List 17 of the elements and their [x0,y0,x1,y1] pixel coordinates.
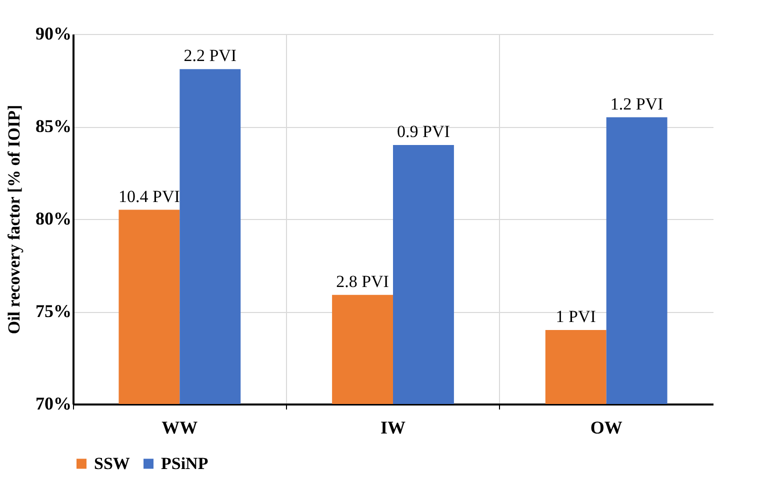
y-axis-title: Oil recovery factor [% of IOIP] [4,104,24,334]
x-tick-label: OW [590,418,622,438]
y-tick-label: 80% [36,208,72,228]
annotation: 0.9 PVI [397,122,450,141]
legend-label: SSW [94,454,130,473]
annotation: 2.8 PVI [336,272,390,291]
legend-label: PSiNP [161,454,208,473]
y-tick-label: 85% [36,116,72,136]
annotation: 1.2 PVI [610,94,664,114]
annotation: 2.2 PVI [184,46,237,66]
y-tick-label: 90% [36,24,72,44]
annotation: 1 PVI [556,307,596,326]
y-tick-label: 70% [36,394,72,414]
annotation: 10.4 PVI [118,186,180,206]
x-tick-label: WW [162,418,198,438]
y-tick-label: 75% [36,301,72,321]
x-tick-label: IW [380,418,406,438]
